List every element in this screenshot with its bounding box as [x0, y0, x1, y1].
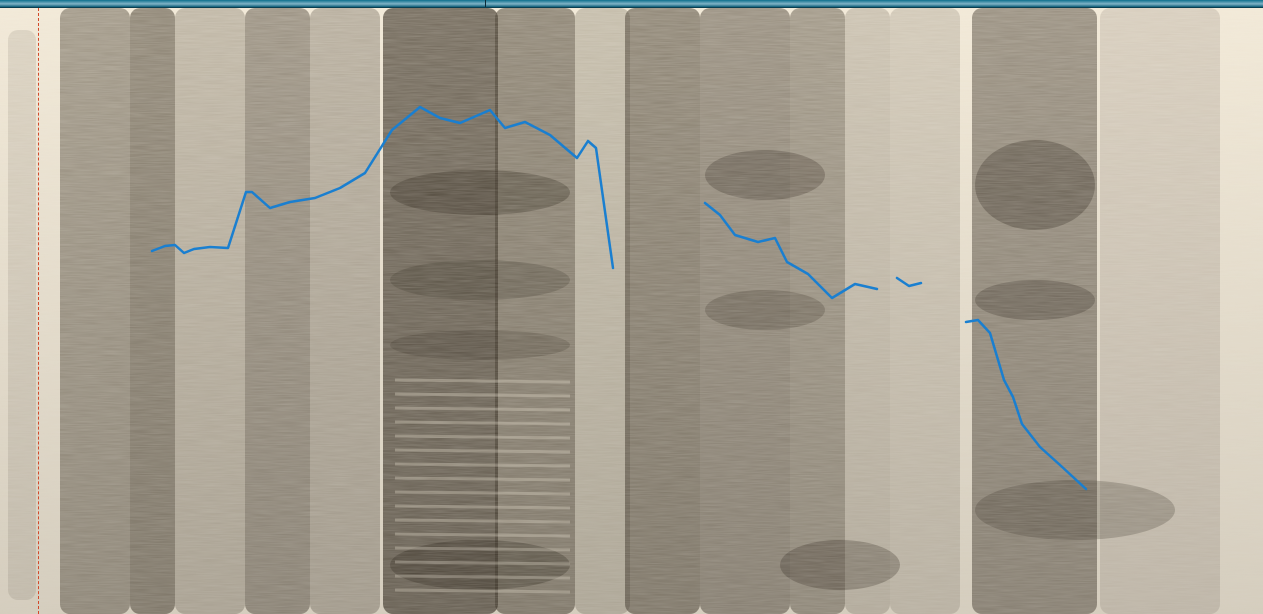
- pitch-segment-3: [895, 276, 923, 288]
- window-top-bar: [0, 0, 1263, 8]
- pitch-track: [150, 105, 1088, 491]
- pitch-segment-4: [964, 318, 1088, 491]
- spectrogram-panel[interactable]: [0, 8, 1263, 614]
- time-cursor-line[interactable]: [38, 8, 39, 614]
- pitch-segment-2: [703, 201, 879, 300]
- top-bar-divider: [485, 0, 486, 7]
- pitch-segment-1: [150, 105, 615, 270]
- spectrogram-shading: [0, 8, 1263, 614]
